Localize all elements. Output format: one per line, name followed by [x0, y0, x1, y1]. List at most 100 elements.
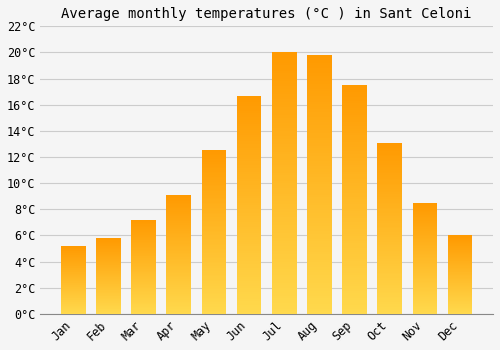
Bar	[272, 136, 296, 139]
Bar	[237, 96, 262, 98]
Bar	[307, 177, 332, 179]
Bar	[61, 275, 86, 276]
Bar	[202, 298, 226, 299]
Bar	[272, 298, 296, 301]
Bar	[342, 85, 367, 88]
Bar	[202, 307, 226, 309]
Bar	[202, 208, 226, 209]
Bar	[307, 216, 332, 218]
Bar	[307, 114, 332, 117]
Bar	[166, 269, 191, 270]
Bar	[272, 225, 296, 228]
Bar	[272, 131, 296, 133]
Bar	[412, 251, 438, 252]
Bar	[96, 256, 120, 257]
Bar	[96, 310, 120, 311]
Bar	[378, 262, 402, 264]
Bar	[342, 243, 367, 245]
Bar	[237, 266, 262, 268]
Bar	[166, 251, 191, 252]
Bar	[237, 194, 262, 196]
Bar	[342, 264, 367, 266]
Bar	[202, 288, 226, 289]
Bar	[131, 265, 156, 266]
Bar	[448, 282, 472, 283]
Bar	[342, 298, 367, 300]
Bar	[96, 292, 120, 293]
Bar	[166, 239, 191, 240]
Bar	[131, 231, 156, 232]
Bar	[166, 272, 191, 273]
Bar	[96, 264, 120, 265]
Bar	[412, 283, 438, 284]
Bar	[272, 178, 296, 181]
Bar	[202, 157, 226, 159]
Bar	[131, 230, 156, 231]
Bar	[412, 238, 438, 239]
Bar	[307, 288, 332, 290]
Bar	[342, 149, 367, 152]
Bar	[342, 312, 367, 314]
Bar	[61, 287, 86, 288]
Bar	[131, 223, 156, 224]
Bar	[378, 203, 402, 204]
Bar	[96, 290, 120, 291]
Bar	[166, 300, 191, 301]
Bar	[272, 63, 296, 65]
Bar	[307, 265, 332, 267]
Bar	[448, 290, 472, 291]
Bar	[412, 303, 438, 304]
Bar	[202, 234, 226, 236]
Bar	[378, 151, 402, 153]
Bar	[202, 309, 226, 310]
Bar	[378, 167, 402, 168]
Bar	[61, 256, 86, 257]
Bar	[166, 234, 191, 235]
Bar	[61, 266, 86, 267]
Bar	[202, 294, 226, 296]
Bar	[342, 247, 367, 250]
Bar	[448, 236, 472, 237]
Bar	[61, 264, 86, 265]
Bar	[237, 113, 262, 115]
Bar	[448, 296, 472, 297]
Bar	[272, 204, 296, 207]
Bar	[166, 304, 191, 306]
Bar	[307, 257, 332, 260]
Bar	[96, 296, 120, 297]
Bar	[307, 184, 332, 187]
Bar	[272, 133, 296, 136]
Bar	[166, 308, 191, 309]
Bar	[202, 263, 226, 265]
Bar	[342, 161, 367, 163]
Bar	[96, 305, 120, 306]
Bar	[166, 210, 191, 212]
Bar	[272, 285, 296, 288]
Bar	[342, 216, 367, 218]
Bar	[307, 169, 332, 171]
Bar	[237, 283, 262, 286]
Bar	[307, 218, 332, 221]
Bar	[378, 144, 402, 146]
Bar	[272, 141, 296, 144]
Bar	[412, 313, 438, 314]
Bar	[131, 227, 156, 228]
Bar	[166, 281, 191, 282]
Bar	[448, 298, 472, 299]
Bar	[96, 248, 120, 249]
Bar	[166, 212, 191, 213]
Bar	[412, 282, 438, 283]
Bar	[166, 290, 191, 291]
Bar	[166, 273, 191, 275]
Bar	[448, 270, 472, 271]
Bar	[166, 259, 191, 260]
Bar	[166, 221, 191, 222]
Bar	[96, 281, 120, 282]
Bar	[378, 292, 402, 293]
Bar	[342, 181, 367, 183]
Bar	[378, 290, 402, 292]
Bar	[307, 290, 332, 293]
Bar	[378, 172, 402, 174]
Bar	[412, 218, 438, 219]
Bar	[237, 207, 262, 209]
